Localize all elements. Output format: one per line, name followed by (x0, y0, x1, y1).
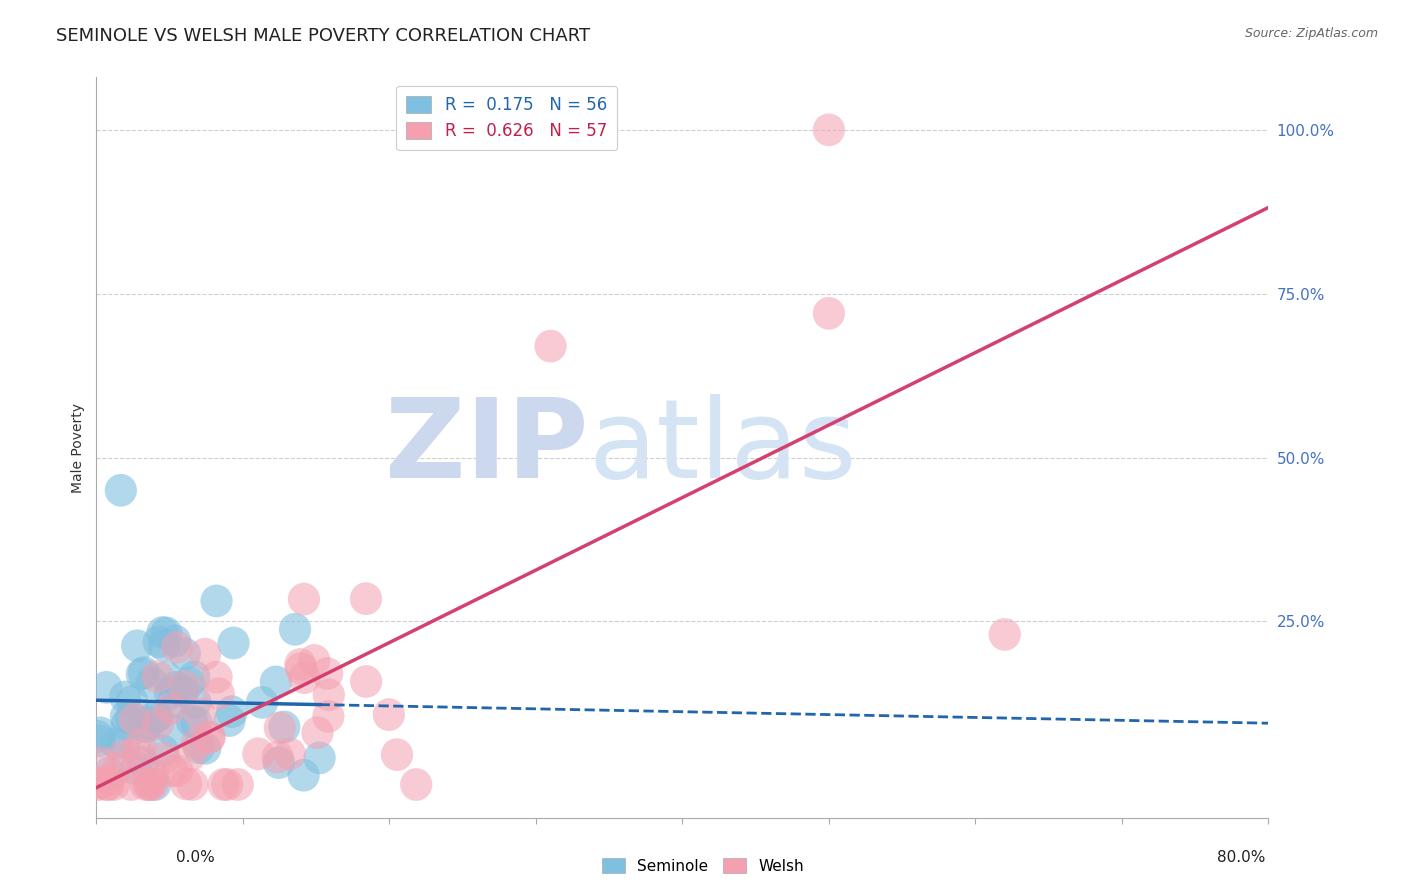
Text: 0.0%: 0.0% (176, 850, 215, 865)
Text: ZIP: ZIP (385, 394, 589, 501)
Legend: Seminole, Welsh: Seminole, Welsh (596, 852, 810, 880)
Text: Source: ZipAtlas.com: Source: ZipAtlas.com (1244, 27, 1378, 40)
Text: 80.0%: 80.0% (1218, 850, 1265, 865)
Text: SEMINOLE VS WELSH MALE POVERTY CORRELATION CHART: SEMINOLE VS WELSH MALE POVERTY CORRELATI… (56, 27, 591, 45)
Y-axis label: Male Poverty: Male Poverty (72, 402, 86, 492)
Text: atlas: atlas (589, 394, 858, 501)
Legend: R =  0.175   N = 56, R =  0.626   N = 57: R = 0.175 N = 56, R = 0.626 N = 57 (396, 86, 617, 151)
